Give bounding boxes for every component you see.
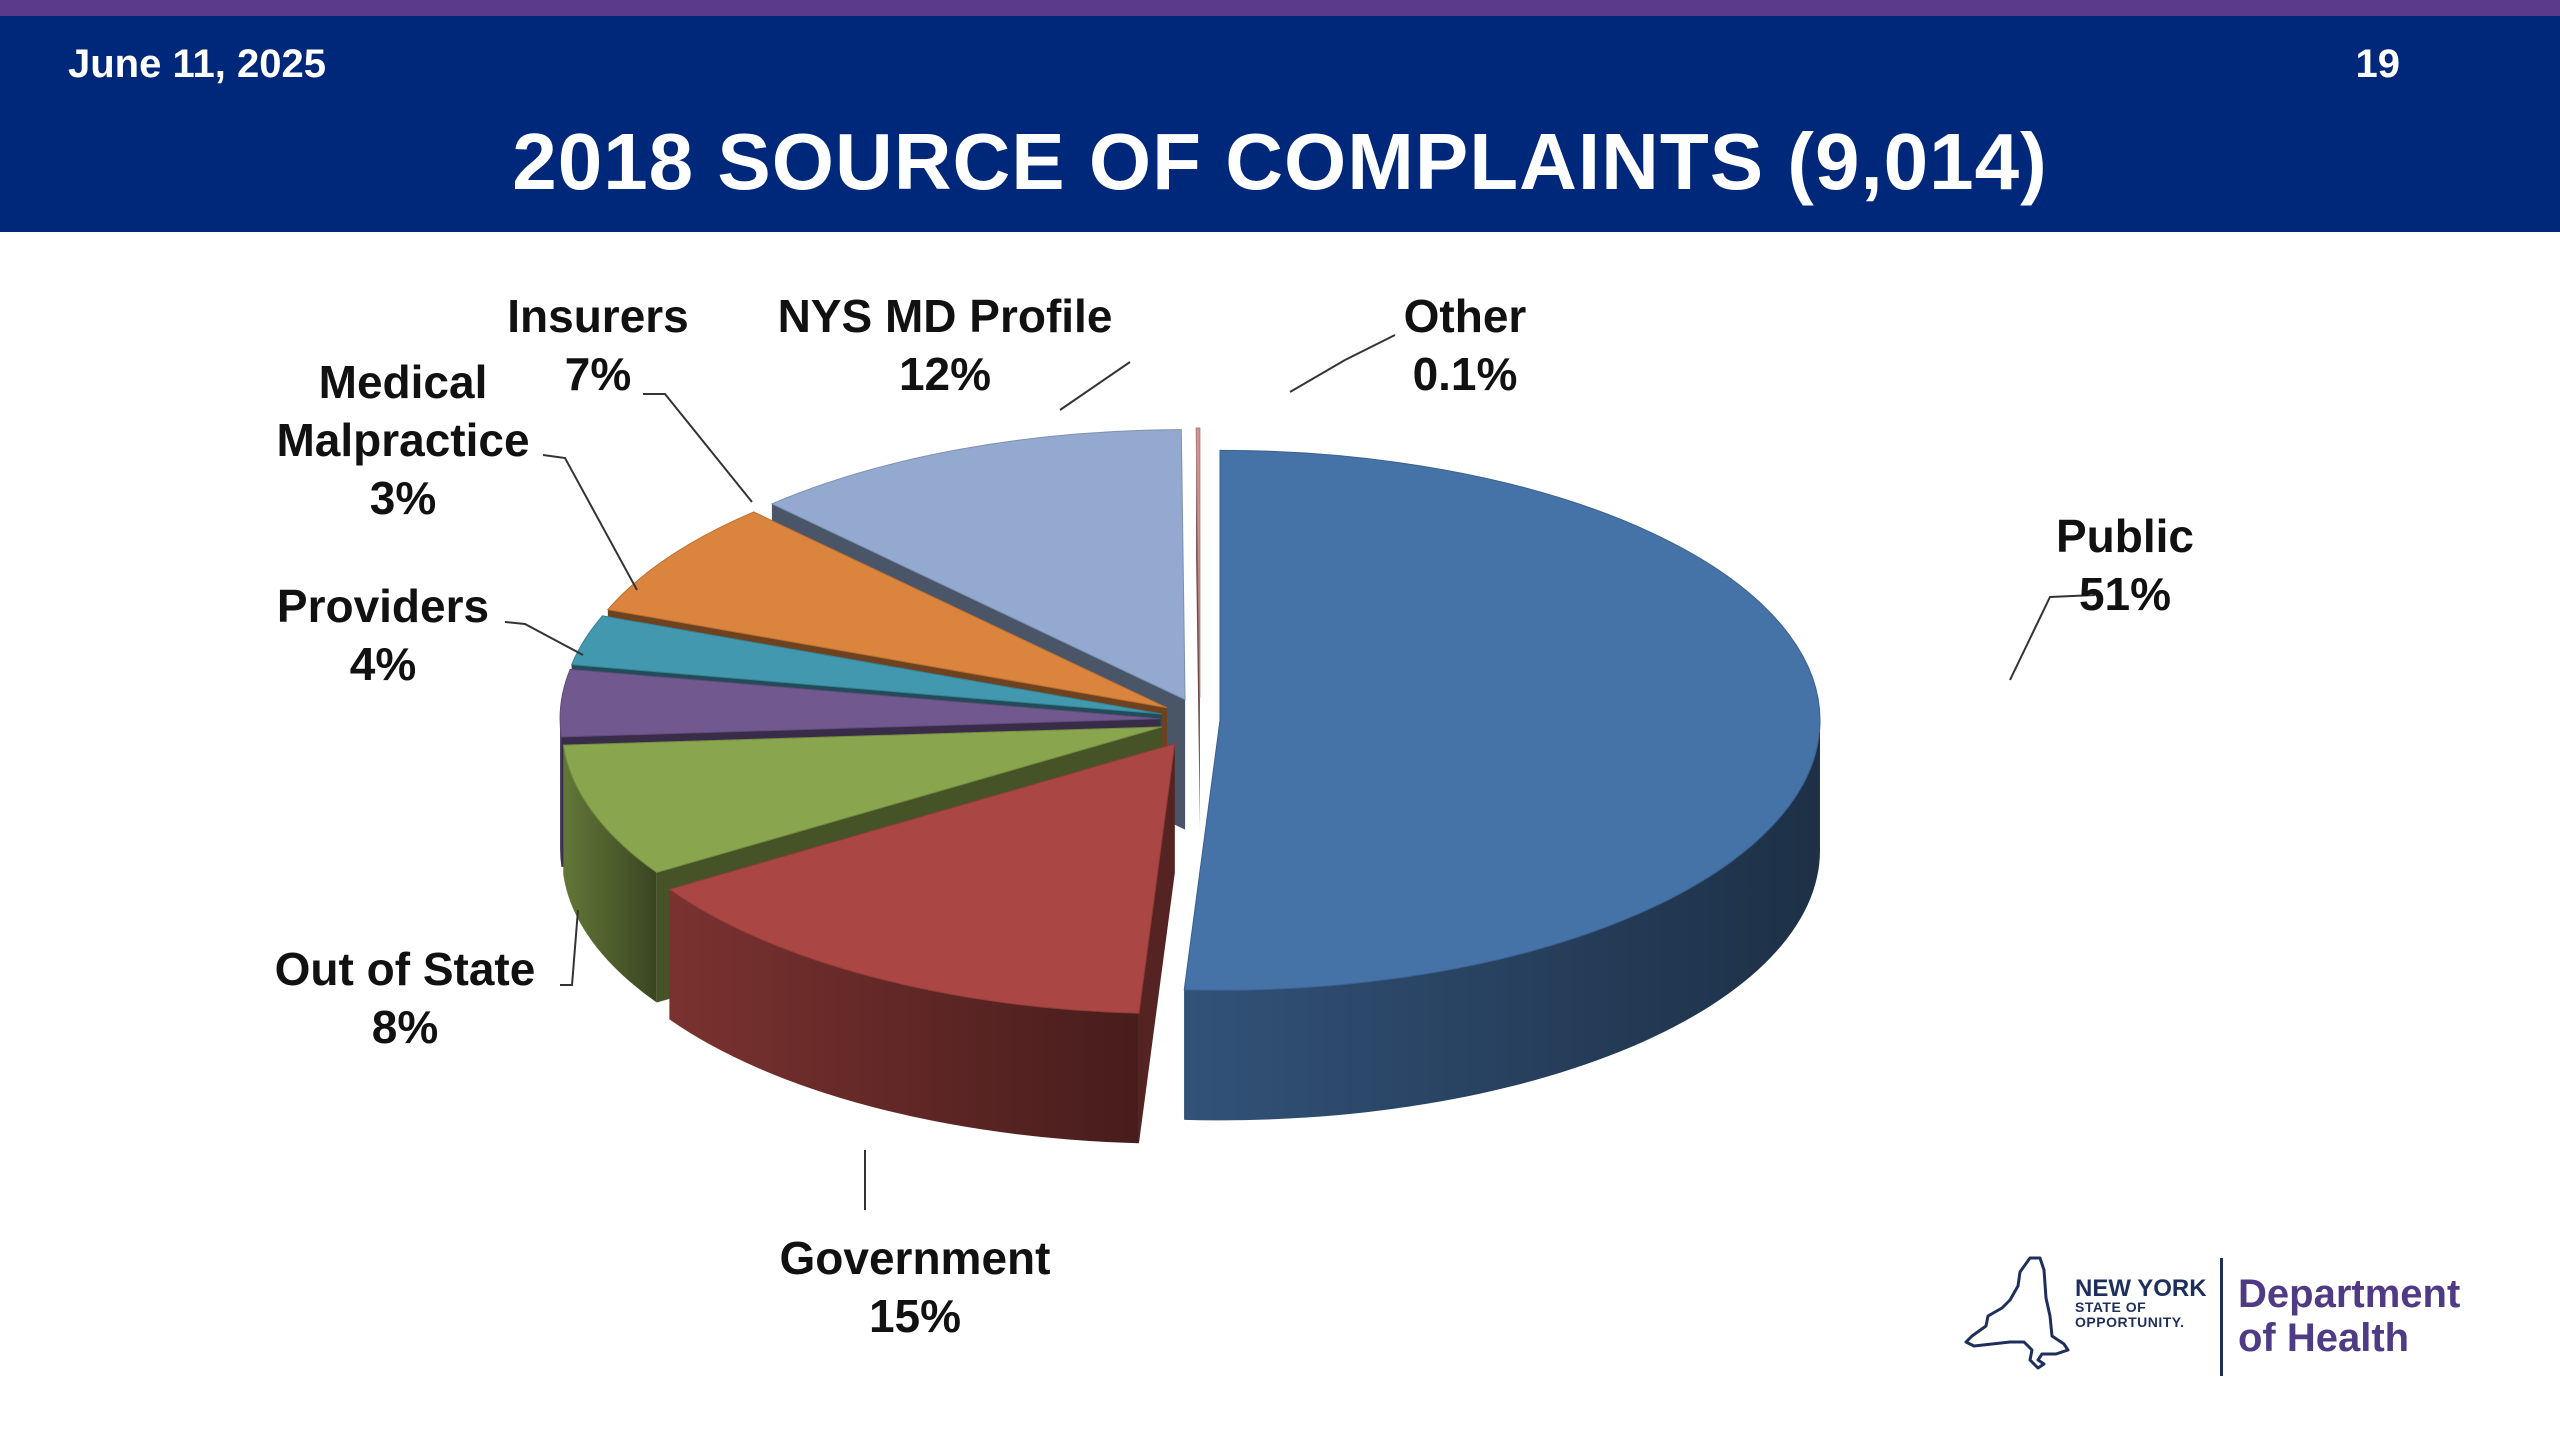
pie-slice-insurers [606, 511, 1168, 709]
slide-page-number: 19 [2355, 42, 2401, 86]
pie-slice-other [1195, 427, 1201, 699]
leader-line [1289, 334, 1396, 393]
data-label-providers: Providers 4% [277, 580, 489, 690]
pie-slice-outer-wall [563, 745, 657, 1003]
department-of-health-wordmark: Department of Health [2238, 1272, 2460, 1360]
slide-date: June 11, 2025 [68, 42, 326, 86]
new-york-state-outline-icon [1964, 1256, 2070, 1370]
leader-line [2009, 594, 2096, 681]
of-health-line: of Health [2238, 1316, 2410, 1360]
top-accent-strip [0, 0, 2560, 16]
pie-slice-public [1183, 449, 1821, 991]
state-of-line: STATE OF [2075, 1299, 2147, 1315]
pie-slice-out-of-state [562, 726, 1163, 874]
data-label-out-of-state: Out of State 8% [275, 943, 536, 1053]
pie-slice-outer-wall [560, 718, 562, 867]
leader-line [643, 393, 753, 503]
data-label-medical-malpractice: Medical Malpractice 3% [276, 356, 529, 524]
leader-line [542, 454, 638, 591]
data-label-public: Public 51% [2056, 510, 2194, 620]
logo-divider [2220, 1258, 2223, 1376]
pie-slice-medical-malpractice [570, 615, 1162, 715]
data-label-other: Other 0.1% [1404, 290, 1527, 400]
department-line: Department [2238, 1272, 2461, 1316]
data-label-government: Government 15% [780, 1232, 1051, 1342]
pie-slice-providers [559, 668, 1161, 738]
leader-line [1059, 361, 1131, 411]
leader-line [504, 621, 584, 656]
slide-header: June 11, 2025 19 2018 SOURCE OF COMPLAIN… [0, 16, 2560, 232]
leader-line [560, 909, 579, 986]
pie-slice-nys-md-profile [770, 429, 1186, 701]
pie-slice-outer-wall [1184, 720, 1820, 1121]
new-york-wordmark: NEW YORK STATE OF OPPORTUNITY. [2075, 1275, 2215, 1330]
data-label-nys-md-profile: NYS MD Profile 12% [778, 290, 1113, 400]
new-york-line: NEW YORK [2075, 1275, 2207, 1302]
opportunity-line: OPPORTUNITY. [2075, 1314, 2185, 1330]
pie-slice-outer-wall [669, 889, 1139, 1144]
nys-doh-logo: NEW YORK STATE OF OPPORTUNITY. Departmen… [1960, 1250, 2480, 1380]
pie-slice-government [668, 743, 1176, 1014]
data-label-insurers: Insurers 7% [507, 290, 689, 400]
slide-title: 2018 SOURCE OF COMPLAINTS (9,014) [512, 117, 2048, 206]
